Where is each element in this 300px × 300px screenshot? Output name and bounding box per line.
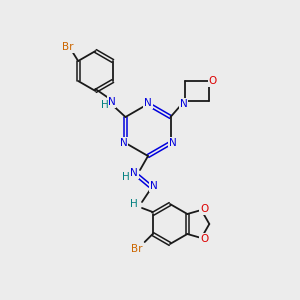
Text: N: N (130, 168, 138, 178)
Text: H: H (100, 100, 108, 110)
Text: N: N (108, 97, 116, 107)
Text: Br: Br (62, 42, 74, 52)
Text: N: N (144, 98, 152, 108)
Text: N: N (180, 99, 188, 109)
Text: H: H (130, 199, 138, 209)
Text: O: O (200, 234, 208, 244)
Text: N: N (120, 138, 128, 148)
Text: Br: Br (131, 244, 142, 254)
Text: O: O (208, 76, 217, 86)
Text: O: O (200, 204, 208, 214)
Text: N: N (150, 181, 158, 191)
Text: H: H (122, 172, 130, 182)
Text: N: N (169, 138, 176, 148)
